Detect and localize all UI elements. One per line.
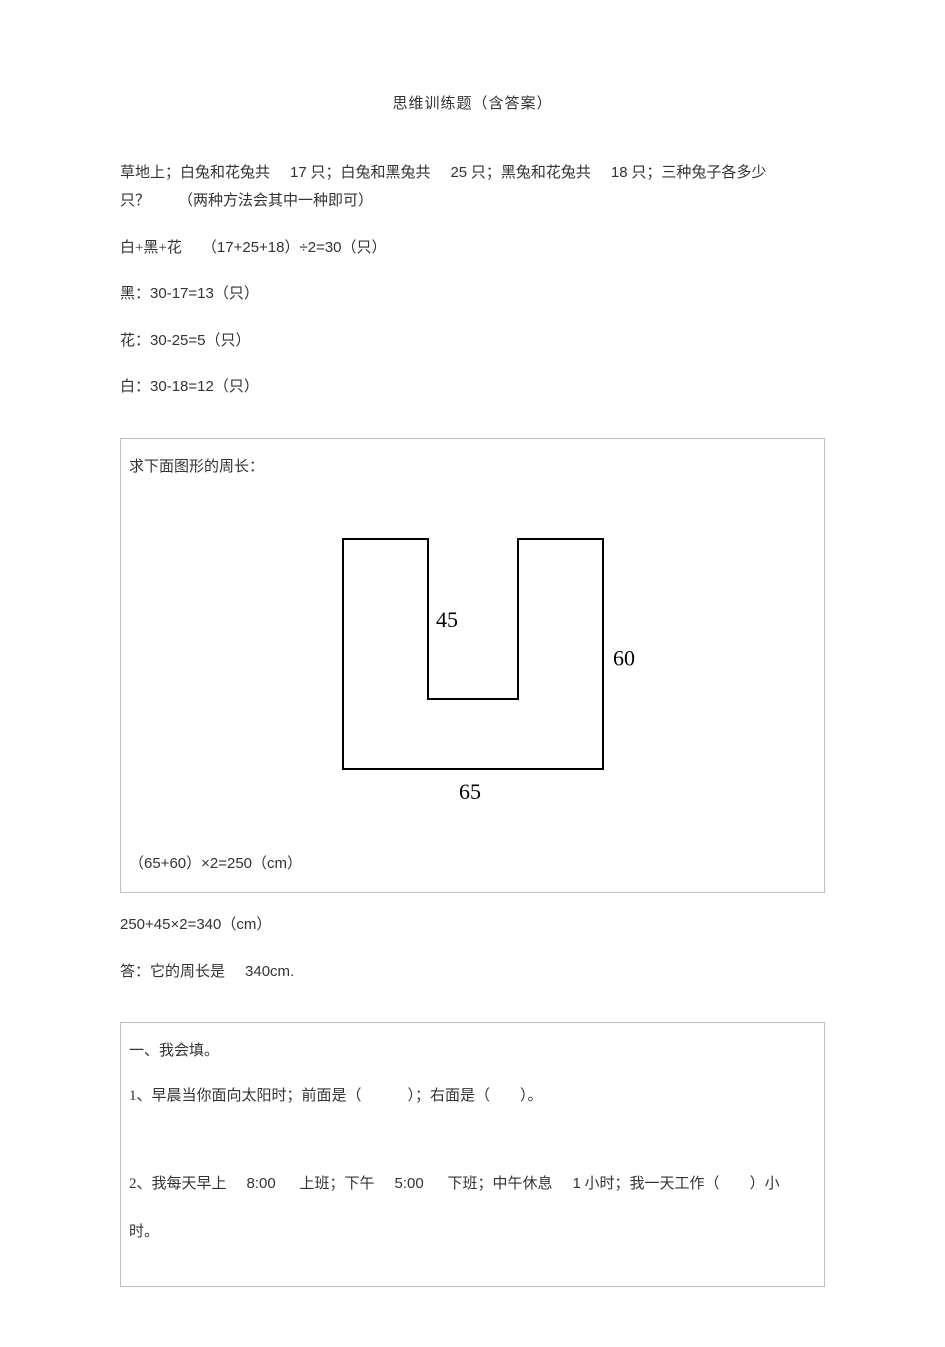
p3-q2t1: 8:00 (247, 1175, 276, 1192)
page-title: 思维训练题（含答案） (120, 90, 825, 119)
p2-figure-wrap: 45 60 65 (129, 499, 816, 840)
p3-q2d: 小时；我一天工作（ (585, 1176, 720, 1192)
p3-q2: 2、我每天早上 8:00 上班；下午 5:00 下班；中午休息 1 小时；我一天工作（… (129, 1160, 816, 1256)
svg-text:65: 65 (459, 779, 481, 804)
u-shape-svg: 45 60 65 (303, 499, 643, 829)
p1-sum-expr: （17+25+18）÷2=30（只） (202, 239, 387, 256)
p3-q2h: 1 (572, 1175, 580, 1192)
problem1-text: 草地上；白兔和花兔共 17 只；白兔和黑兔共 25 只；黑兔和花兔共 18 只；三种兔… (120, 159, 825, 216)
document-page: 思维训练题（含答案） 草地上；白兔和花兔共 17 只；白兔和黑兔共 25 只；黑兔和… (0, 0, 945, 1347)
p2-calc2-line: 250+45×2=340（cm） (120, 911, 825, 940)
p1-flower-label: 花： (120, 333, 150, 349)
p3-q2e: ）小 (750, 1176, 780, 1192)
p1-n3: 18 (611, 164, 628, 181)
p1-line1a: 草地上；白兔和花兔共 (120, 165, 270, 181)
p3-q2a: 2、我每天早上 (129, 1176, 227, 1192)
problem2-box-bottom: （65+60）×2=250（cm） (120, 844, 825, 894)
p1-white-label: 白： (120, 379, 150, 395)
p3-q1c: ）。 (520, 1088, 543, 1104)
p1-sum-label: 白+黑+花 (120, 240, 182, 256)
p3-q1b: ）；右面是（ (408, 1088, 491, 1104)
p1-eq-black: 黑：30-17=13（只） (120, 280, 825, 309)
problem3-box: 一、我会填。 1、早晨当你面向太阳时；前面是（ ）；右面是（ ）。 2、我每天早上 8… (120, 1022, 825, 1287)
p2-answer: 答：它的周长是 340cm. (120, 958, 825, 987)
p1-eq-sum: 白+黑+花 （17+25+18）÷2=30（只） (120, 234, 825, 263)
p1-line1c: 只；黑兔和花兔共 (471, 165, 591, 181)
p3-q1: 1、早晨当你面向太阳时；前面是（ ）；右面是（ ）。 (129, 1082, 816, 1111)
p1-n1: 17 (290, 164, 307, 181)
p1-n2: 25 (450, 164, 467, 181)
p2-ans-value: 340cm. (245, 963, 294, 980)
p1-line1d: 只；三种兔子各多少 (631, 165, 766, 181)
p3-heading: 一、我会填。 (129, 1037, 816, 1066)
p2-prompt: 求下面图形的周长： (129, 453, 816, 482)
p1-eq-white: 白：30-18=12（只） (120, 373, 825, 402)
p3-q2c: 下班；中午休息 (447, 1176, 552, 1192)
p2-calc1: （65+60）×2=250（cm） (129, 855, 302, 872)
svg-text:60: 60 (613, 646, 635, 671)
p2-ans-prefix: 答：它的周长是 (120, 964, 225, 980)
p1-black-label: 黑： (120, 286, 150, 302)
p3-q2f: 时。 (129, 1224, 159, 1240)
u-shape-figure: 45 60 65 (303, 499, 643, 840)
p1-white-expr: 30-18=12（只） (150, 378, 259, 395)
p1-line1b: 只；白兔和黑兔共 (310, 165, 430, 181)
problem2-box: 求下面图形的周长： 45 60 65 (120, 438, 825, 844)
p1-line2: 只？ (120, 193, 150, 209)
p3-q2t2: 5:00 (394, 1175, 423, 1192)
p1-flower-expr: 30-25=5（只） (150, 332, 250, 349)
p3-q1a: 1、早晨当你面向太阳时；前面是（ (129, 1088, 362, 1104)
p1-note: （两种方法会其中一种即可） (178, 193, 373, 209)
p1-eq-flower: 花：30-25=5（只） (120, 327, 825, 356)
svg-text:45: 45 (436, 607, 458, 632)
p2-calc2: 250+45×2=340（cm） (120, 916, 271, 933)
p1-black-expr: 30-17=13（只） (150, 285, 259, 302)
p3-q2b: 上班；下午 (299, 1176, 374, 1192)
